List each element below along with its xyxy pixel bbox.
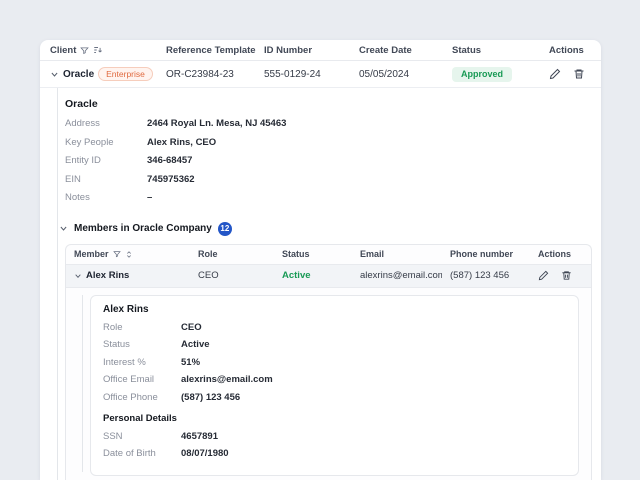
member-actions-cell (530, 270, 591, 281)
column-phone: Phone number (450, 249, 514, 259)
field-value: – (147, 192, 153, 203)
members-table-header: Member Role Status Email Phone number Ac… (66, 245, 591, 265)
column-id-number: ID Number (264, 44, 313, 56)
field-value: CEO (181, 321, 202, 333)
detail-row-interest: Interest % 51% (103, 357, 568, 368)
column-member-actions: Actions (538, 249, 572, 259)
detail-row-address: Address 2464 Royal Ln. Mesa, NJ 45463 (65, 118, 601, 129)
column-email: Email (360, 249, 385, 259)
members-count-badge: 12 (217, 221, 232, 236)
members-section-header[interactable]: Members in Oracle Company 12 (57, 215, 601, 236)
column-client: Client (40, 45, 158, 56)
column-create-date: Create Date (359, 44, 412, 56)
column-member-status: Status (282, 249, 310, 259)
members-section-title: Members in Oracle Company (74, 223, 212, 234)
field-label: Interest % (103, 356, 146, 368)
client-row-oracle[interactable]: Oracle Enterprise OR-C23984-23 555-0129-… (40, 61, 601, 88)
filter-icon[interactable] (80, 46, 90, 55)
chevron-down-icon[interactable] (59, 224, 68, 233)
field-label: EIN (65, 173, 81, 185)
approved-status-badge: Approved (452, 66, 513, 82)
detail-row-ssn: SSN 4657891 (103, 431, 568, 442)
field-value: 745975362 (147, 173, 195, 185)
member-expanded-area: Alex Rins Role CEO Status Active Interes… (66, 294, 591, 476)
detail-row-office-phone: Office Phone (587) 123 456 (103, 392, 568, 403)
member-role: CEO (198, 270, 219, 281)
field-label: SSN (103, 430, 123, 442)
field-value: (587) 123 456 (181, 391, 241, 403)
detail-row-notes: Notes – (65, 192, 601, 203)
column-client-label: Client (50, 44, 77, 56)
field-label: Address (65, 118, 100, 129)
chevron-down-icon[interactable] (74, 272, 82, 280)
field-value: 08/07/1980 (181, 448, 229, 459)
column-status: Status (452, 44, 482, 56)
sort-arrows-icon[interactable] (125, 250, 133, 259)
detail-row-office-email: Office Email alexrins@email.com (103, 374, 568, 385)
reference-template-value: OR-C23984-23 (166, 68, 234, 80)
field-label: Office Email (103, 374, 155, 385)
members-table: Member Role Status Email Phone number Ac… (65, 243, 592, 480)
chevron-down-icon[interactable] (50, 70, 59, 79)
member-detail-title: Alex Rins (103, 303, 149, 315)
field-value: 51% (181, 356, 201, 368)
field-value: 4657891 (181, 430, 218, 442)
column-member: Member (66, 249, 190, 259)
field-label: Key People (65, 136, 114, 148)
field-label: Notes (65, 192, 90, 203)
field-value: Alex Rins, CEO (147, 136, 217, 148)
field-label: Entity ID (65, 155, 101, 166)
client-details-title: Oracle (65, 98, 98, 110)
edit-icon[interactable] (538, 270, 549, 281)
tree-indent-line (82, 294, 83, 472)
field-label: Role (103, 321, 123, 333)
field-label: Office Phone (103, 391, 158, 403)
member-detail-card: Alex Rins Role CEO Status Active Interes… (90, 294, 579, 476)
client-table-header: Client Reference Template ID Number Crea… (40, 40, 601, 61)
column-actions: Actions (549, 44, 584, 56)
member-phone: (587) 123 456 (450, 270, 510, 281)
field-label: Status (103, 339, 130, 350)
id-number-value: 555-0129-24 (264, 68, 321, 80)
detail-row-entity-id: Entity ID 346-68457 (65, 155, 601, 166)
tree-indent-line (57, 88, 58, 480)
field-value: alexrins@email.com (181, 374, 273, 385)
client-details-panel: Oracle Address 2464 Royal Ln. Mesa, NJ 4… (57, 88, 601, 215)
status-cell: Approved (444, 66, 541, 82)
enterprise-badge: Enterprise (98, 67, 153, 81)
client-expanded-area: Oracle Address 2464 Royal Ln. Mesa, NJ 4… (40, 88, 601, 480)
field-label: Date of Birth (103, 448, 156, 459)
column-reference-template: Reference Template (166, 44, 256, 56)
client-table-card: Client Reference Template ID Number Crea… (40, 40, 601, 480)
filter-icon[interactable] (112, 250, 121, 258)
client-actions-cell (541, 68, 601, 80)
active-status: Active (282, 270, 311, 281)
detail-row-status: Status Active (103, 339, 568, 350)
detail-row-ein: EIN 745975362 (65, 174, 601, 185)
client-name: Oracle (63, 68, 95, 80)
personal-details-title: Personal Details (103, 412, 177, 424)
detail-row-key-people: Key People Alex Rins, CEO (65, 137, 601, 148)
member-name: Alex Rins (86, 270, 130, 281)
edit-icon[interactable] (549, 68, 561, 80)
sort-icon[interactable] (93, 45, 103, 55)
create-date-value: 05/05/2024 (359, 68, 410, 80)
field-value: 2464 Royal Ln. Mesa, NJ 45463 (147, 118, 287, 129)
member-name-cell: Alex Rins (66, 270, 190, 281)
delete-icon[interactable] (561, 270, 572, 281)
client-cell: Oracle Enterprise (40, 67, 158, 81)
column-member-label: Member (74, 249, 109, 259)
active-status: Active (181, 339, 210, 350)
member-email: alexrins@email.com (360, 270, 442, 281)
member-row-alex-rins[interactable]: Alex Rins CEO Active alexrins@email.com … (66, 264, 591, 288)
detail-row-role: Role CEO (103, 322, 568, 333)
field-value: 346-68457 (147, 155, 193, 166)
delete-icon[interactable] (573, 68, 585, 80)
column-role: Role (198, 249, 218, 259)
member-status-cell: Active (274, 270, 352, 281)
detail-row-dob: Date of Birth 08/07/1980 (103, 448, 568, 459)
